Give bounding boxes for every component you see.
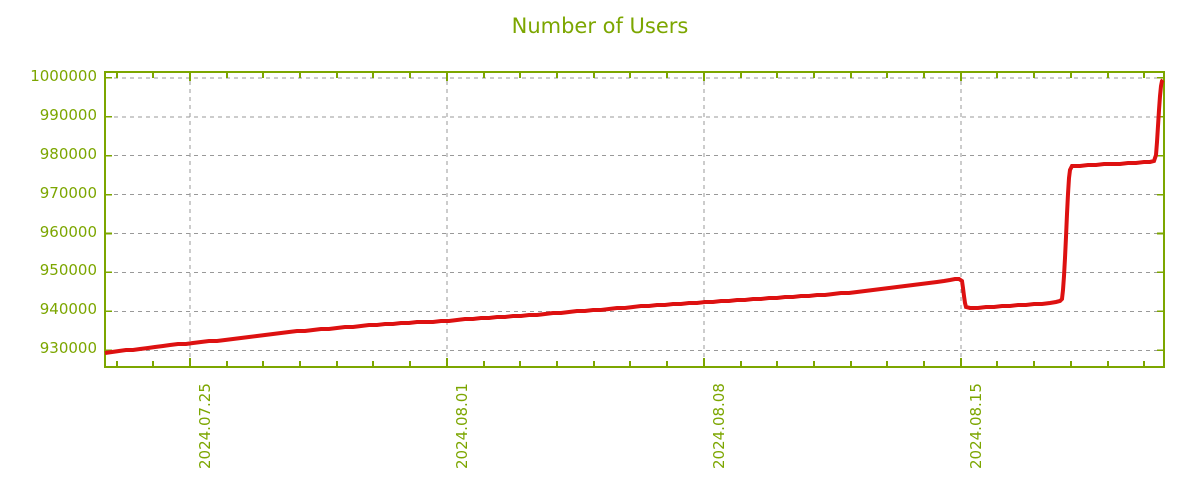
y-axis-tick-label: 990000 (39, 105, 97, 124)
data-series-line (104, 78, 1165, 355)
y-axis-tick-label: 1000000 (30, 66, 97, 85)
y-axis-tick-label: 980000 (39, 144, 97, 163)
y-axis-tick-label: 960000 (39, 222, 97, 241)
y-axis-tick-label: 930000 (39, 339, 97, 358)
chart-title: Number of Users (511, 14, 689, 38)
x-axis-tick-label: 2024.08.01 (453, 383, 471, 469)
x-axis-tick-label: 2024.08.08 (710, 383, 728, 469)
x-axis-tick-label: 2024.08.15 (967, 383, 985, 469)
gridlines (106, 73, 1164, 367)
x-axis-tick-label: 2024.07.25 (196, 383, 214, 469)
y-axis-tick-label: 970000 (39, 183, 97, 202)
y-axis-tick-label: 940000 (39, 300, 97, 319)
plot-frame (104, 71, 1165, 368)
axis-ticks (105, 72, 1164, 367)
y-axis-tick-label: 950000 (39, 261, 97, 280)
